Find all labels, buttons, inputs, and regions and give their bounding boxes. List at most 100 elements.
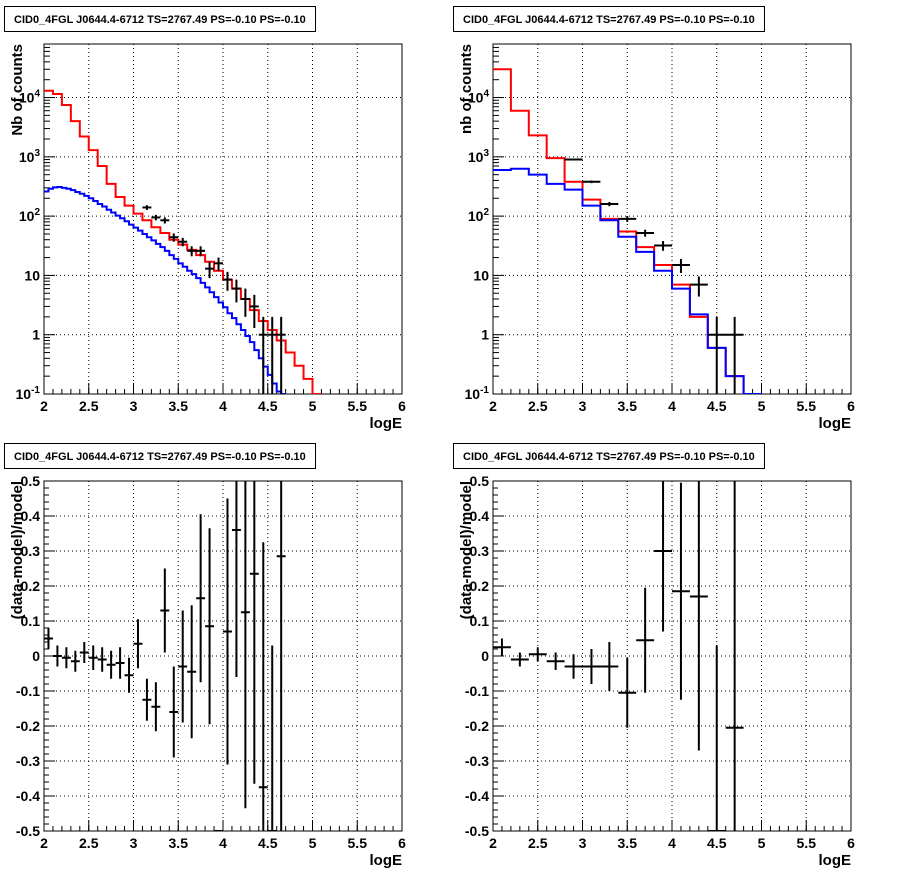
data-point xyxy=(582,649,601,684)
x-tick-label: 4.5 xyxy=(258,398,278,414)
model-histogram-line xyxy=(44,185,286,394)
data-point xyxy=(240,481,250,809)
data-point xyxy=(267,316,277,394)
data-point xyxy=(600,642,619,691)
data-point xyxy=(187,246,197,257)
data-point xyxy=(258,316,268,394)
data-point xyxy=(600,202,619,207)
data-point xyxy=(61,647,71,669)
x-tick-label: 2.5 xyxy=(79,835,99,851)
x-tick-label: 3.5 xyxy=(169,835,189,851)
x-axis-label: logE xyxy=(370,852,403,869)
data-point xyxy=(258,542,268,831)
data-point xyxy=(618,216,637,222)
data-point xyxy=(115,647,125,679)
y-tick-label: 1 xyxy=(32,327,40,343)
data-point xyxy=(214,257,223,271)
data-point xyxy=(276,481,286,831)
data-point xyxy=(654,481,672,632)
y-tick-label: 0.1 xyxy=(470,613,490,629)
data-point xyxy=(564,654,583,679)
x-tick-label: 2 xyxy=(40,835,48,851)
y-tick-label: -0.1 xyxy=(16,683,40,699)
data-point xyxy=(249,481,259,784)
y-tick-label: -0.4 xyxy=(16,788,40,804)
model-histogram-line xyxy=(493,167,762,394)
y-tick-label: -0.2 xyxy=(465,718,489,734)
x-tick-label: 5 xyxy=(758,835,766,851)
y-axis-label: Nb of counts xyxy=(9,44,26,136)
y-tick-label: 0 xyxy=(32,648,40,664)
data-point xyxy=(187,605,197,739)
data-point xyxy=(223,498,232,765)
x-tick-label: 4 xyxy=(219,398,227,414)
data-point xyxy=(636,587,655,693)
y-tick-label: 104 xyxy=(19,89,41,106)
y-axis-label: (data-model)/model xyxy=(9,481,26,619)
data-point xyxy=(223,271,232,291)
y-tick-label: -0.4 xyxy=(465,788,489,804)
y-tick-label: 0.3 xyxy=(21,543,41,559)
data-point xyxy=(160,568,170,653)
y-tick-label: 0.1 xyxy=(21,613,41,629)
data-point xyxy=(97,647,107,672)
x-tick-label: 2 xyxy=(489,835,497,851)
y-tick-label: 0.2 xyxy=(470,578,490,594)
data-point xyxy=(510,652,529,667)
x-tick-label: 5 xyxy=(309,835,317,851)
data-point xyxy=(133,619,143,669)
x-tick-label: 2.5 xyxy=(79,398,99,414)
data-point xyxy=(654,241,672,251)
model-histogram-line xyxy=(493,68,762,394)
x-tick-label: 5 xyxy=(309,398,317,414)
x-tick-label: 3 xyxy=(130,398,138,414)
x-axis-label: logE xyxy=(819,852,852,869)
data-point xyxy=(169,233,179,242)
x-tick-label: 4 xyxy=(668,835,676,851)
y-tick-label: 0.3 xyxy=(470,543,490,559)
data-point xyxy=(106,650,116,679)
data-point xyxy=(196,514,206,683)
data-point xyxy=(79,642,89,663)
x-axis-label: logE xyxy=(370,415,403,432)
chart-panel-residual-right: CID0_4FGL J0644.4-6712 TS=2767.49 PS=-0.… xyxy=(449,437,898,874)
x-tick-label: 5 xyxy=(758,398,766,414)
data-point xyxy=(231,481,241,677)
x-tick-label: 4.5 xyxy=(707,398,727,414)
x-tick-label: 5.5 xyxy=(797,398,817,414)
x-tick-label: 6 xyxy=(847,398,855,414)
data-point xyxy=(52,645,62,667)
data-point xyxy=(169,666,179,758)
data-point xyxy=(276,316,286,394)
x-tick-label: 3.5 xyxy=(169,398,189,414)
y-tick-label: 0.5 xyxy=(21,473,41,489)
data-point xyxy=(493,638,511,656)
data-layer xyxy=(493,481,744,831)
data-layer xyxy=(44,89,322,394)
data-point xyxy=(672,258,690,273)
data-point xyxy=(142,205,152,210)
y-tick-label: -0.3 xyxy=(465,753,489,769)
data-point xyxy=(178,237,188,247)
data-point xyxy=(707,316,726,394)
data-point xyxy=(196,246,206,257)
y-tick-label: 10-1 xyxy=(465,385,490,402)
data-point xyxy=(636,229,655,237)
data-point xyxy=(178,610,188,723)
y-tick-label: 102 xyxy=(19,207,41,224)
y-tick-label: -0.2 xyxy=(16,718,40,734)
plot-frame xyxy=(43,43,403,395)
data-point xyxy=(160,217,170,224)
y-tick-label: 0.4 xyxy=(21,508,41,524)
data-point xyxy=(725,481,744,831)
x-tick-label: 3.5 xyxy=(618,398,638,414)
data-point xyxy=(689,481,708,751)
y-tick-label: -0.5 xyxy=(465,823,489,839)
chart-svg: 2 2.5 3 3.5 4 4.5 5 5.5 6 -0.5 -0.4 -0.3 -0.2 -0.1 0 0.… xyxy=(9,473,406,869)
chart-title: CID0_4FGL J0644.4-6712 TS=2767.49 PS=-0.… xyxy=(453,443,765,469)
data-point xyxy=(689,276,708,297)
data-point xyxy=(124,657,134,693)
data-point xyxy=(44,628,53,649)
data-point xyxy=(546,652,565,670)
data-point xyxy=(205,261,215,279)
